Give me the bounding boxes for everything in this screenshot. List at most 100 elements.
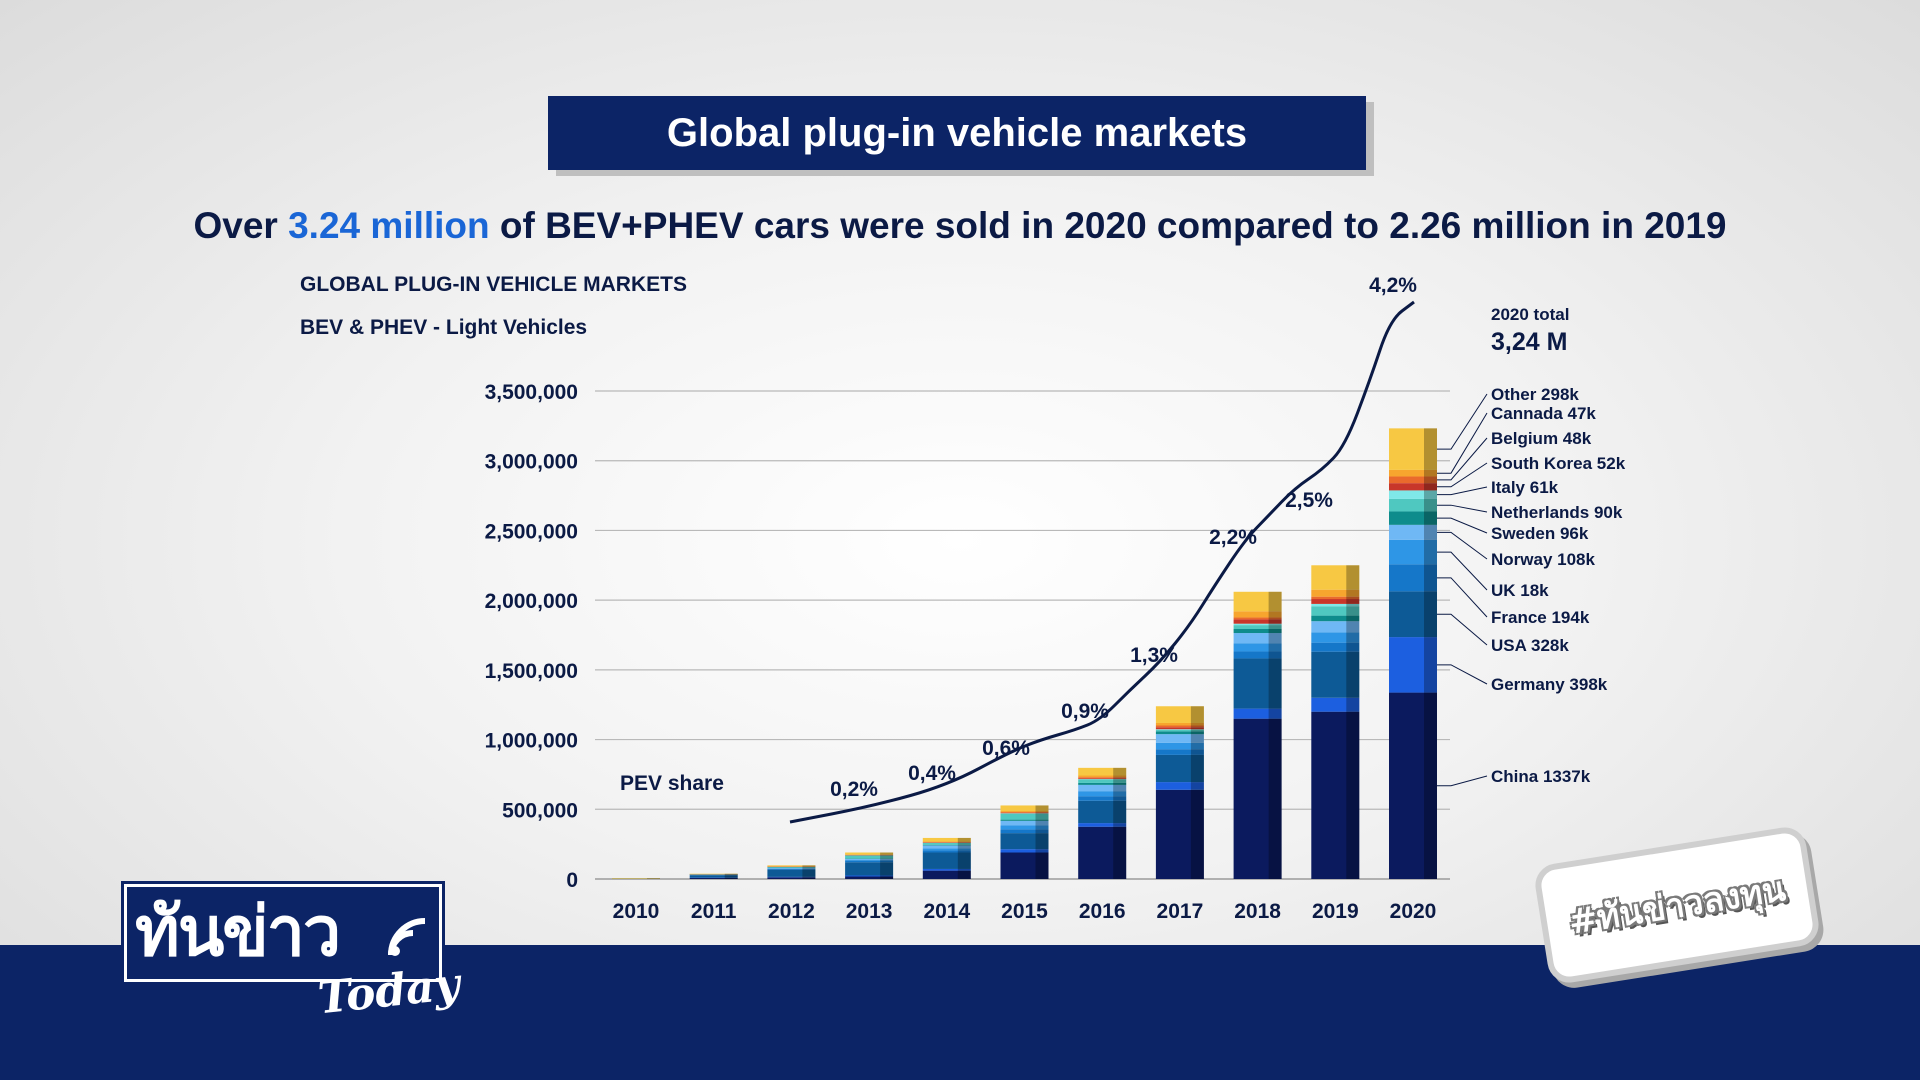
legend-leader-line [1437,613,1488,646]
bar-segment [1389,476,1437,484]
bar-segment [1078,779,1127,783]
bar-segment [1311,596,1360,600]
bar-segment [1389,428,1437,470]
legend-leader-line [1437,462,1488,488]
bar-segment [1389,524,1437,540]
legend-leader-line [1437,437,1488,481]
bar-segment [1078,784,1127,792]
bar-segment [1000,813,1049,820]
bar-segment [1389,637,1437,693]
bar-segment [1233,625,1282,630]
bar-segment [1389,564,1437,592]
bar-segment [1078,791,1127,797]
legend-entry: South Korea 52k [1491,454,1626,473]
pev-share-value: 0,6% [982,737,1030,760]
legend-leader-line [1437,664,1488,685]
bar-segment [922,842,971,845]
bar-segment [845,858,894,861]
logo-text: ทันข่าว [135,893,341,972]
legend-entry: Cannada 47k [1491,404,1596,423]
y-tick-label: 0 [566,869,578,892]
bar-segment [1155,749,1204,755]
subtitle-highlight: 3.24 million [288,205,490,246]
bar-segment [922,841,971,843]
bar-segment [1155,742,1204,750]
bar-segment [1233,591,1282,612]
bar-segment [845,860,894,863]
bar-segment [845,852,894,855]
share-line-layer [789,300,1415,824]
bar-segment [1311,697,1360,712]
chart-title: GLOBAL PLUG-IN VEHICLE MARKETS [300,273,687,296]
bar-segment [1311,603,1360,607]
bar-segment [767,877,816,879]
x-tick-label: 2018 [1234,900,1281,923]
x-tick-label: 2014 [923,900,970,923]
grid-layer: 0 500,000 1,000,000 1,500,000 2,000,000 2,500… [485,381,1450,892]
bar-segment [1000,811,1049,813]
bar-segment [1311,606,1360,616]
bar-shade [957,837,971,879]
bar-segment [1311,615,1360,622]
bar-shade [724,873,738,879]
bar-segment [1233,619,1282,624]
y-tick-label: 2,500,000 [485,520,578,543]
y-tick-label: 1,000,000 [485,730,578,753]
bar-segment [1078,778,1127,780]
legend-leader-line [1437,775,1488,787]
bar-layer [612,428,1437,880]
bar-segment [845,862,894,876]
bar-shade [1113,767,1127,879]
bar-segment [1078,775,1127,778]
bar-segment [1233,658,1282,709]
bar-segment [1000,852,1049,879]
bar-segment [1000,805,1049,812]
legend-entry: Italy 61k [1491,478,1559,497]
subtitle-post: of BEV+PHEV cars were sold in 2020 compa… [489,205,1727,246]
bar-segment [767,865,816,867]
bar-segment [1233,623,1282,626]
pev-share-label: PEV share [620,772,724,795]
bar-segment [845,875,894,877]
bar-segment [1078,823,1127,827]
bar-segment [1155,722,1204,726]
bar-segment [1000,819,1049,821]
legend-leader-line [1437,412,1488,474]
bar-segment [1389,539,1437,565]
bar-segment [689,877,738,879]
bar-segment [1311,621,1360,633]
bar-segment [845,855,894,859]
bar-segment [1155,754,1204,783]
bar-segment [1311,589,1360,597]
bar-segment [1078,782,1127,785]
legend-leader-line [1437,393,1488,450]
bar-segment [1233,629,1282,634]
label-layer: 2010 2011 2012 2013 2014 2015 2016 2017 2018 2019… [613,274,1437,923]
x-tick-label: 2011 [691,900,737,923]
bar-segment [922,837,971,842]
bar-segment [1233,633,1282,644]
bar-segment [922,852,971,869]
x-tick-label: 2013 [846,900,893,923]
bar-segment [922,844,971,846]
legend-leader-line [1437,551,1488,591]
bar-segment [1155,789,1204,879]
x-tick-label: 2015 [1001,900,1048,923]
bar-segment [767,868,816,870]
legend-entry: Sweden 96k [1491,524,1589,543]
bar-segment [767,869,816,877]
bar-segment [1389,692,1437,879]
page-subtitle: Over 3.24 million of BEV+PHEV cars were … [0,205,1920,247]
x-tick-label: 2020 [1390,900,1437,923]
pev-share-value: 2,2% [1209,526,1257,549]
pev-share-value: 0,9% [1061,700,1109,723]
legend-leader-line [1437,517,1488,534]
pev-share-value: 4,2% [1369,274,1417,297]
bar-segment [1078,826,1127,879]
y-tick-label: 1,500,000 [485,660,578,683]
bar-segment [1233,651,1282,659]
page-title: Global plug-in vehicle markets [548,96,1366,170]
pev-share-value: 0,2% [830,778,878,801]
x-tick-label: 2019 [1312,900,1359,923]
